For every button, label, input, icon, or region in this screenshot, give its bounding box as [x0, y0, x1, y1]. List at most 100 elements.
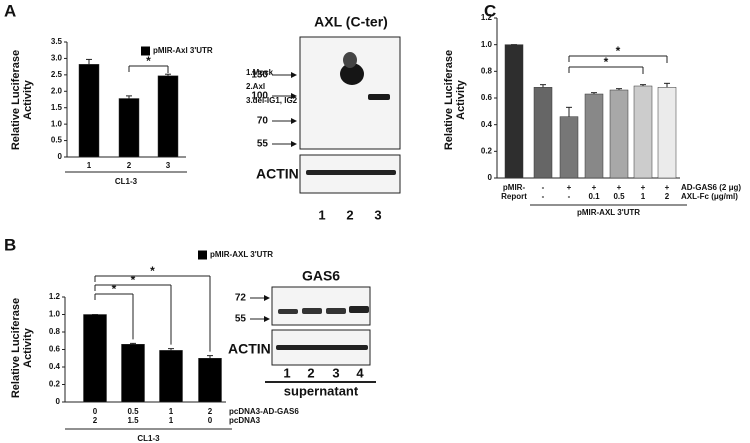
marker-label: 55 [235, 314, 247, 325]
x-row-label: - [542, 192, 545, 201]
blot-title: AXL (C-ter) [314, 14, 388, 30]
lane-label: 4 [356, 365, 364, 380]
y-tick-label: 1.0 [49, 310, 61, 319]
x-row-label: 2 [93, 416, 98, 425]
lane-label: 3 [374, 207, 381, 222]
band [326, 308, 346, 314]
x-row-label: 0 [93, 407, 98, 416]
lane-label: 1 [283, 365, 290, 380]
marker-label: 72 [235, 293, 247, 304]
y-tick-label: 0 [56, 397, 61, 406]
bar [584, 93, 604, 179]
legend-label: pMIR-Axl 3'UTR [153, 46, 213, 55]
x-row-label: 0.5 [127, 407, 139, 416]
panel-letter: A [4, 1, 16, 20]
y-tick-label: 0.2 [49, 380, 61, 389]
lane-label: 1 [318, 207, 325, 222]
bar [118, 98, 140, 158]
x-row-label: pMIR- [503, 183, 526, 192]
y-axis-label: Relative LuciferaseActivity [443, 50, 467, 150]
y-axis-label: Relative LuciferaseActivity [10, 50, 34, 150]
lane-label: 3 [332, 365, 339, 380]
bar [657, 87, 677, 179]
blot-title: GAS6 [302, 268, 340, 284]
bar [78, 64, 100, 158]
x-tick-label: 2 [127, 161, 132, 170]
y-axis-label: Relative LuciferaseActivity [10, 298, 34, 398]
bar [198, 358, 222, 403]
panel-letter: C [484, 1, 496, 20]
x-row-label: 2 [208, 407, 213, 416]
note: 3.del-IG1, IG2 [246, 96, 298, 105]
x-row-label: 0 [208, 416, 213, 425]
blot-box [299, 36, 401, 150]
loading-label: ACTIN [256, 166, 299, 182]
panel-letter: B [4, 235, 16, 254]
sig-star: * [146, 54, 151, 68]
y-tick-label: 0.8 [481, 66, 493, 75]
bar [157, 75, 179, 158]
sig-star: * [616, 44, 621, 58]
x-row-label: 1 [641, 192, 646, 201]
band [302, 308, 322, 314]
y-tick-label: 0.4 [481, 120, 493, 129]
y-tick-label: 3.0 [51, 54, 63, 63]
x-row-label: 1 [169, 416, 174, 425]
marker-label: 130 [251, 70, 268, 81]
y-tick-label: 1.2 [49, 292, 61, 301]
bar [159, 350, 183, 403]
bar [121, 344, 145, 403]
marker-label: 70 [257, 116, 269, 127]
x-row-name: AXL-Fc (μg/ml) [681, 192, 738, 201]
x-row-label: 1.5 [127, 416, 139, 425]
x-row-label: - [568, 192, 571, 201]
y-tick-label: 2.0 [51, 86, 63, 95]
x-row-label: - [542, 183, 545, 192]
y-tick-label: 0 [488, 173, 493, 182]
bar [609, 89, 629, 179]
marker-label: 55 [257, 139, 269, 150]
lane-label: 2 [346, 207, 353, 222]
bar [633, 85, 653, 179]
loading-label: ACTIN [228, 341, 271, 357]
marker-label: 100 [251, 91, 268, 102]
sig-star: * [604, 55, 609, 69]
legend-swatch [141, 46, 150, 56]
y-tick-label: 1.5 [51, 103, 63, 112]
x-row-name: pcDNA3-AD-GAS6 [229, 407, 299, 416]
y-tick-label: 0.6 [49, 345, 61, 354]
blot-a: AXL (C-ter) 130 100 70 55 ACTIN 1 2 3 [251, 14, 401, 222]
y-tick-label: 0 [58, 152, 63, 161]
legend-label: pMIR-AXL 3'UTR [210, 250, 273, 259]
note: 1.Mock [246, 68, 274, 77]
band [368, 94, 390, 100]
band [349, 306, 369, 313]
y-tick-label: 1.0 [51, 119, 63, 128]
y-tick-label: 3.5 [51, 37, 63, 46]
y-tick-label: 0.5 [51, 136, 63, 145]
band [343, 52, 357, 68]
group-label: CL1-3 [137, 434, 160, 443]
band [278, 309, 298, 314]
band [306, 170, 396, 175]
x-row-label: + [641, 183, 646, 192]
x-row-name: AD-GAS6 (2 μg) [681, 183, 741, 192]
band [276, 345, 368, 350]
x-row-label: 0.1 [588, 192, 600, 201]
y-tick-label: 1.0 [481, 40, 493, 49]
bar [504, 44, 524, 179]
group-label: CL1-3 [115, 177, 138, 186]
sig-star: * [150, 264, 155, 278]
y-tick-label: 2.5 [51, 70, 63, 79]
x-row-label: + [567, 183, 572, 192]
x-row-label: Report [501, 192, 527, 201]
x-row-label: 0.5 [613, 192, 625, 201]
y-tick-label: 0.2 [481, 146, 493, 155]
band [340, 63, 364, 85]
sig-star: * [112, 282, 117, 296]
y-tick-label: 0.6 [481, 93, 493, 102]
x-row-label: + [617, 183, 622, 192]
bar [559, 116, 579, 179]
lane-label: 2 [307, 365, 314, 380]
